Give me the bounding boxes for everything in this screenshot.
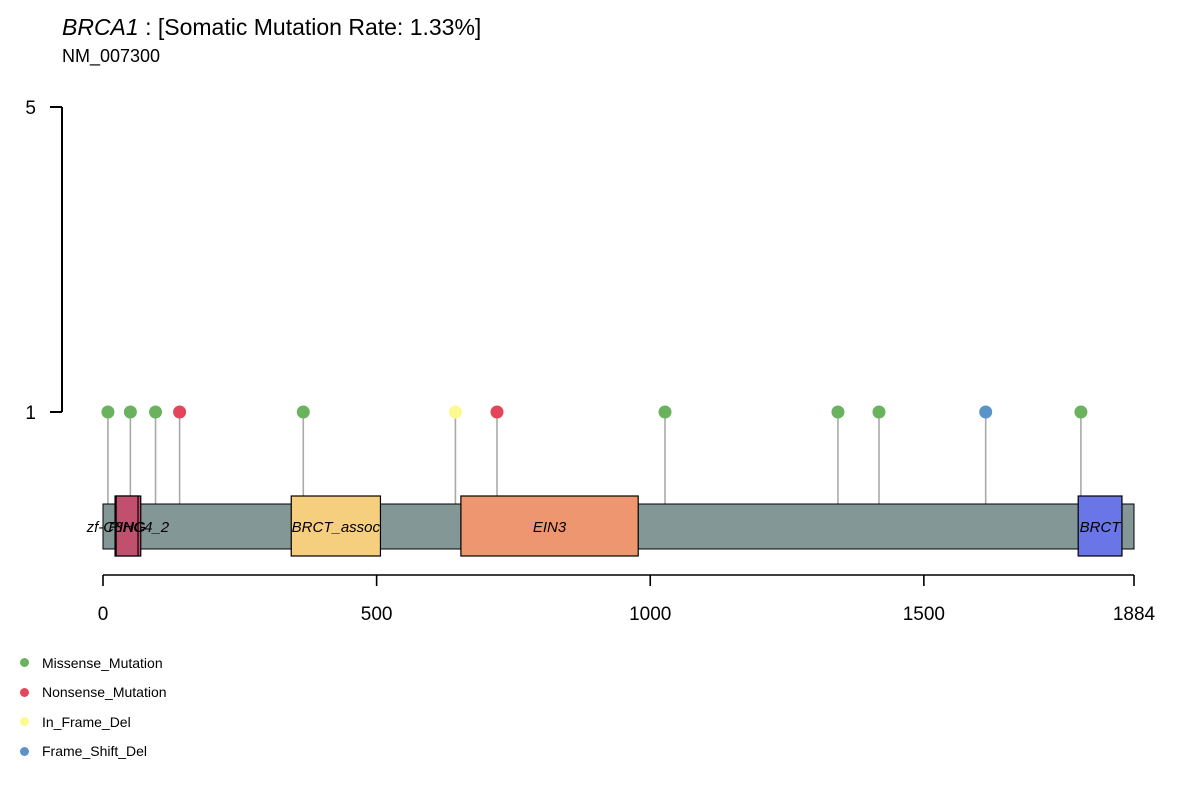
mutation-point (149, 405, 163, 419)
title-rest: : [Somatic Mutation Rate: 1.33%] (138, 14, 482, 40)
domain-box (290, 495, 382, 557)
y-tick-label: 1 (25, 403, 36, 424)
domain-box (460, 495, 639, 557)
mutation-point (173, 405, 187, 419)
domain-label: BRCT (1080, 519, 1123, 536)
x-tick-label: 0 (98, 604, 109, 625)
chart-title: BRCA1 : [Somatic Mutation Rate: 1.33%] (62, 14, 481, 41)
legend-item: Missense_Mutation (20, 648, 167, 678)
mutation-point (123, 405, 137, 419)
x-tick-label: 1000 (629, 604, 671, 625)
x-tick-label: 1884 (1113, 604, 1156, 625)
legend: Missense_Mutation Nonsense_Mutation In_Fra… (20, 648, 167, 766)
mutation-point (1074, 405, 1088, 419)
domain-label: RING (108, 519, 146, 536)
legend-label: Frame_Shift_Del (42, 743, 148, 760)
mutation-point (101, 405, 115, 419)
legend-label: In_Frame_Del (42, 713, 131, 730)
legend-item: Frame_Shift_Del (20, 737, 167, 767)
legend-dot (20, 717, 29, 727)
x-tick-label: 500 (361, 604, 393, 625)
domain-label: EIN3 (533, 519, 567, 536)
domain-box (1077, 495, 1123, 557)
transcript-id: NM_007300 (62, 46, 161, 66)
mutation-point (979, 405, 993, 419)
legend-label: Missense_Mutation (42, 654, 163, 671)
mutation-point (490, 405, 504, 419)
x-tick-label: 1500 (903, 604, 945, 625)
legend-label: Nonsense_Mutation (42, 684, 167, 701)
legend-item: In_Frame_Del (20, 707, 167, 737)
mutation-point (872, 405, 886, 419)
y-tick-label: 5 (25, 98, 36, 119)
domain-box (115, 495, 139, 557)
legend-dot (20, 658, 29, 668)
domain-label: zf-C3HC4_2 (86, 519, 170, 536)
mutation-point (296, 405, 310, 419)
domain-label: BRCT_assoc (292, 519, 381, 536)
legend-dot (20, 687, 29, 697)
mutation-point (658, 405, 672, 419)
gene-name: BRCA1 (62, 14, 139, 40)
legend-item: Nonsense_Mutation (20, 678, 167, 708)
mutation-point (448, 405, 462, 419)
legend-dot (20, 746, 29, 756)
mutation-point (831, 405, 845, 419)
